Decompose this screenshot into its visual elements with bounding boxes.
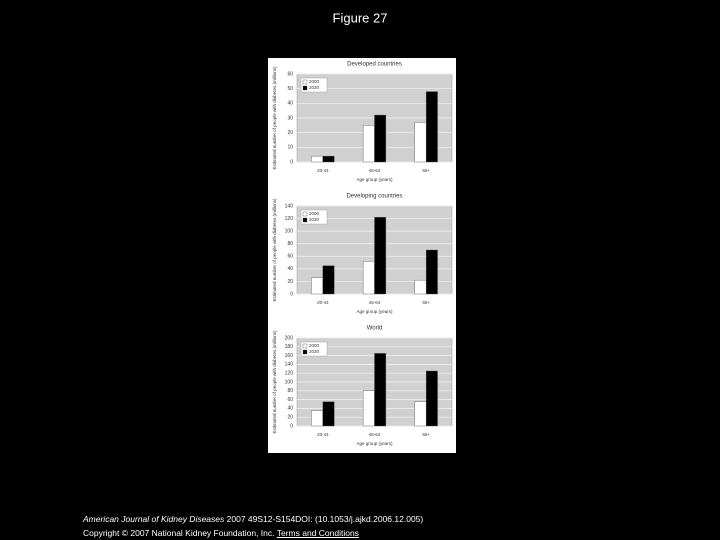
y-tick-label: 20 — [287, 130, 293, 136]
chart-title: Developed countries — [347, 62, 402, 68]
legend-box — [300, 341, 328, 357]
y-tick-label: 0 — [290, 423, 293, 429]
y-tick-label: 30 — [287, 115, 293, 121]
legend-swatch — [302, 79, 308, 85]
bar — [322, 155, 335, 163]
bar — [425, 249, 438, 295]
x-axis-label: Age group (years) — [356, 441, 393, 446]
y-tick-label: 200 — [285, 335, 294, 341]
y-tick-label: 140 — [285, 362, 294, 368]
bar — [311, 410, 324, 427]
legend-label: 2030 — [309, 349, 320, 354]
figure-title: Figure 27 — [333, 10, 388, 25]
y-tick-label: 40 — [287, 266, 293, 272]
legend-box — [300, 209, 328, 225]
chart: World 0 20 40 60 80 100 120 140 160 180 200 Estimate… — [272, 326, 453, 446]
y-tick-label: 10 — [287, 145, 293, 151]
y-tick-label: 20 — [287, 279, 293, 285]
x-tick-label: 20-44 — [317, 300, 329, 305]
x-tick-label: 45-64 — [369, 300, 381, 305]
legend-swatch — [302, 211, 308, 217]
bar — [414, 401, 427, 427]
y-tick-label: 0 — [290, 159, 293, 165]
citation-line: American Journal of Kidney Diseases 2007… — [83, 514, 423, 524]
legend-label: 2000 — [309, 343, 320, 348]
x-tick-label: 65+ — [422, 300, 430, 305]
y-tick-label: 120 — [285, 216, 294, 222]
bar — [425, 370, 438, 427]
y-tick-label: 20 — [287, 415, 293, 421]
y-axis-label: Estimated number of people with diabetes… — [272, 330, 277, 434]
journal: American Journal of Kidney Diseases — [83, 514, 225, 524]
x-axis-label: Age group (years) — [356, 177, 393, 182]
x-tick-label: 65+ — [422, 168, 430, 173]
bar — [374, 217, 387, 295]
bar — [414, 279, 427, 295]
y-tick-label: 140 — [285, 203, 294, 209]
y-tick-label: 100 — [285, 379, 294, 385]
bar — [322, 265, 335, 295]
bar — [362, 125, 375, 163]
x-tick-label: 20-44 — [317, 432, 329, 437]
citation: 2007 49S12-S154DOI: (10.1053/j.ajkd.2006… — [226, 514, 424, 524]
y-tick-label: 40 — [287, 101, 293, 107]
x-axis-label: Age group (years) — [356, 309, 393, 314]
bar — [311, 277, 324, 295]
x-tick-label: 20-44 — [317, 168, 329, 173]
legend-label: 2030 — [309, 217, 320, 222]
copyright-line: Copyright © 2007 National Kidney Foundat… — [83, 528, 359, 538]
y-axis-label: Estimated number of people with diabetes… — [272, 198, 277, 302]
bar — [374, 353, 387, 427]
bar — [322, 401, 335, 427]
chart-title: Developing countries — [346, 194, 402, 200]
legend-swatch — [302, 217, 308, 223]
bar — [425, 91, 438, 163]
chart-title: World — [367, 326, 383, 332]
x-tick-label: 45-64 — [369, 168, 381, 173]
legend-label: 2000 — [309, 211, 320, 216]
x-tick-label: 45-64 — [369, 432, 381, 437]
y-tick-label: 60 — [287, 254, 293, 260]
legend-box — [300, 77, 328, 93]
terms-link[interactable]: Terms and Conditions — [276, 528, 359, 538]
y-tick-label: 60 — [287, 71, 293, 77]
y-tick-label: 0 — [290, 291, 293, 297]
copyright: Copyright © 2007 National Kidney Foundat… — [83, 528, 275, 538]
y-tick-label: 80 — [287, 388, 293, 394]
bar — [362, 390, 375, 427]
chart: Developing countries 0 20 40 60 80 100 120 140 Es… — [272, 194, 453, 314]
legend-label: 2030 — [309, 85, 320, 90]
y-tick-label: 40 — [287, 406, 293, 412]
y-tick-label: 80 — [287, 241, 293, 247]
legend-swatch — [302, 85, 308, 91]
bar — [311, 155, 324, 163]
y-tick-label: 100 — [285, 228, 294, 234]
bar — [362, 261, 375, 295]
y-tick-label: 60 — [287, 397, 293, 403]
x-tick-label: 65+ — [422, 432, 430, 437]
legend-label: 2000 — [309, 79, 320, 84]
y-tick-label: 160 — [285, 353, 294, 359]
y-axis-label: Estimated number of people with diabetes… — [272, 66, 277, 170]
y-tick-label: 50 — [287, 86, 293, 92]
y-tick-label: 180 — [285, 344, 294, 350]
bar — [414, 122, 427, 163]
bar — [374, 114, 387, 163]
legend-swatch — [302, 349, 308, 355]
y-tick-label: 120 — [285, 371, 294, 377]
chart: Developed countries0102030405060Estimate… — [272, 62, 453, 182]
legend-swatch — [302, 343, 308, 349]
